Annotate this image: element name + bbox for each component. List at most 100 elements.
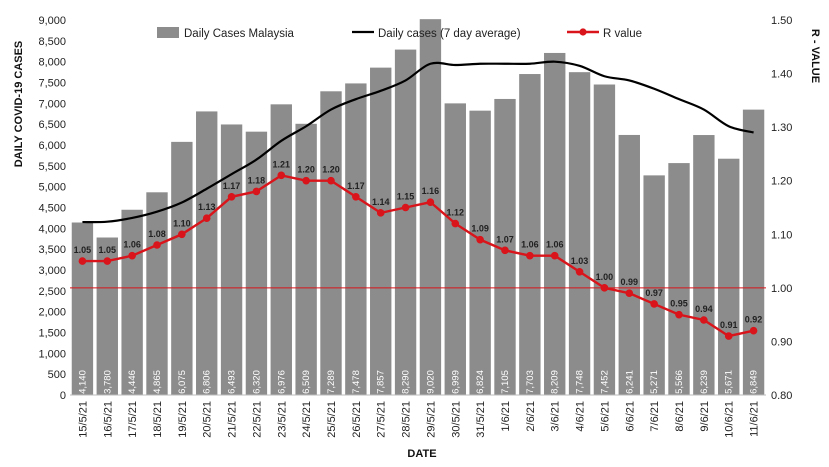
bar (96, 237, 118, 395)
bar (71, 222, 94, 395)
r-value-point (128, 251, 136, 260)
r-value-point (700, 316, 708, 324)
r-value-point (650, 300, 658, 308)
bar (643, 175, 665, 395)
bar (618, 134, 640, 396)
x-tick-label: 27/5/21 (376, 401, 388, 438)
bar-value-label: 4,865 (152, 370, 163, 394)
bar (544, 52, 566, 395)
bar (593, 84, 616, 395)
r-value-point (675, 310, 683, 319)
bar (693, 135, 715, 395)
bar-value-label: 7,105 (500, 370, 511, 394)
right-tick-label: 0.80 (771, 390, 792, 402)
bar (419, 19, 442, 396)
x-tick-label: 28/5/21 (401, 401, 413, 438)
x-tick-label: 30/5/21 (450, 401, 462, 438)
r-value-point (749, 326, 758, 335)
r-value-label: 0.95 (670, 299, 688, 309)
legend: Daily Cases Malaysia Daily cases (7 day … (157, 27, 642, 40)
r-value-label: 1.14 (372, 197, 390, 207)
r-value-point (476, 235, 484, 244)
left-axis-ticks: 0 500 1,000 1,500 2,000 2,500 3,000 3,500 4,000 4… (38, 15, 66, 402)
x-tick-label: 22/5/21 (251, 401, 263, 438)
r-value-point (103, 257, 112, 265)
bar (469, 110, 491, 396)
x-tick-label: 31/5/21 (475, 401, 487, 438)
left-tick-label: 4,000 (38, 223, 66, 235)
left-axis-title: DAILY COVID-19 CASES (13, 41, 25, 168)
r-value-point (178, 230, 186, 239)
r-value-label: 1.05 (99, 245, 117, 255)
r-value-points (78, 171, 758, 340)
bar-value-label: 7,748 (575, 370, 586, 394)
r-value-label: 0.91 (720, 320, 738, 330)
x-tick-label: 24/5/21 (301, 401, 313, 438)
r-value-line (82, 174, 754, 338)
bar (320, 91, 342, 396)
bar (668, 163, 690, 395)
right-tick-label: 1.10 (771, 229, 792, 241)
x-tick-label: 23/5/21 (276, 401, 288, 438)
r-value-label: 0.97 (645, 288, 663, 298)
right-tick-label: 1.00 (771, 283, 792, 295)
bar-value-label: 5,671 (724, 370, 735, 394)
bar-value-label: 5,566 (674, 370, 685, 394)
bar-series (71, 19, 765, 396)
x-tick-label: 5/6/21 (599, 401, 611, 432)
r-value-label: 1.06 (521, 240, 539, 250)
x-tick-label: 10/6/21 (724, 401, 736, 438)
r-value-label: 1.20 (322, 165, 340, 175)
right-axis-title: R - VALUE (809, 29, 821, 83)
bar-value-label: 6,075 (177, 370, 188, 394)
r-value-label: 1.17 (347, 181, 365, 191)
bar (245, 131, 268, 395)
left-tick-label: 8,500 (38, 36, 66, 48)
bar (220, 124, 243, 395)
right-tick-label: 1.50 (771, 15, 792, 27)
bar-value-label: 6,824 (475, 370, 486, 394)
right-tick-label: 1.20 (771, 176, 792, 188)
r-value-label: 1.15 (397, 192, 415, 202)
r-value-label: 1.17 (223, 181, 241, 191)
x-tick-label: 3/6/21 (550, 401, 562, 432)
r-value-point (78, 257, 87, 265)
r-value-point (376, 209, 385, 217)
left-tick-label: 1,500 (38, 328, 66, 340)
r-value-label: 1.16 (422, 186, 440, 196)
bar-value-label: 6,849 (749, 370, 760, 394)
bar (270, 104, 292, 395)
x-tick-label: 9/6/21 (699, 401, 711, 432)
left-tick-label: 0 (60, 390, 66, 402)
bar-value-label: 6,241 (624, 370, 635, 394)
r-value-label: 1.00 (596, 272, 614, 282)
r-value-point (550, 251, 559, 260)
left-tick-label: 7,000 (38, 98, 66, 110)
r-value-point (724, 332, 733, 340)
r-value-point (600, 284, 609, 292)
r-value-label: 1.20 (297, 165, 315, 175)
r-value-point (426, 198, 435, 206)
bar (519, 74, 541, 396)
bar (718, 158, 740, 395)
left-tick-label: 5,500 (38, 161, 66, 173)
r-value-point (302, 176, 310, 185)
right-axis-ticks: 0.80 0.90 1.00 1.10 1.20 1.30 1.40 1.50 (771, 15, 792, 402)
bar-value-label: 8,290 (401, 370, 412, 394)
right-tick-label: 1.40 (771, 69, 792, 81)
r-value-label: 1.06 (546, 240, 564, 250)
x-tick-label: 20/5/21 (202, 401, 214, 438)
r-value-label: 1.13 (198, 202, 216, 212)
x-tick-label: 1/6/21 (500, 401, 512, 432)
left-tick-label: 3,500 (38, 244, 66, 256)
r-value-label: 0.94 (695, 304, 713, 314)
bar-value-label: 9,020 (425, 370, 436, 394)
bar (370, 67, 392, 395)
bar-value-label: 8,209 (550, 370, 561, 394)
r-value-label: 0.92 (745, 315, 763, 325)
legend-label-average: Daily cases (7 day average) (378, 28, 521, 40)
x-tick-label: 21/5/21 (227, 401, 239, 438)
r-value-label: 1.10 (173, 218, 191, 228)
r-value-label: 1.03 (571, 256, 589, 266)
